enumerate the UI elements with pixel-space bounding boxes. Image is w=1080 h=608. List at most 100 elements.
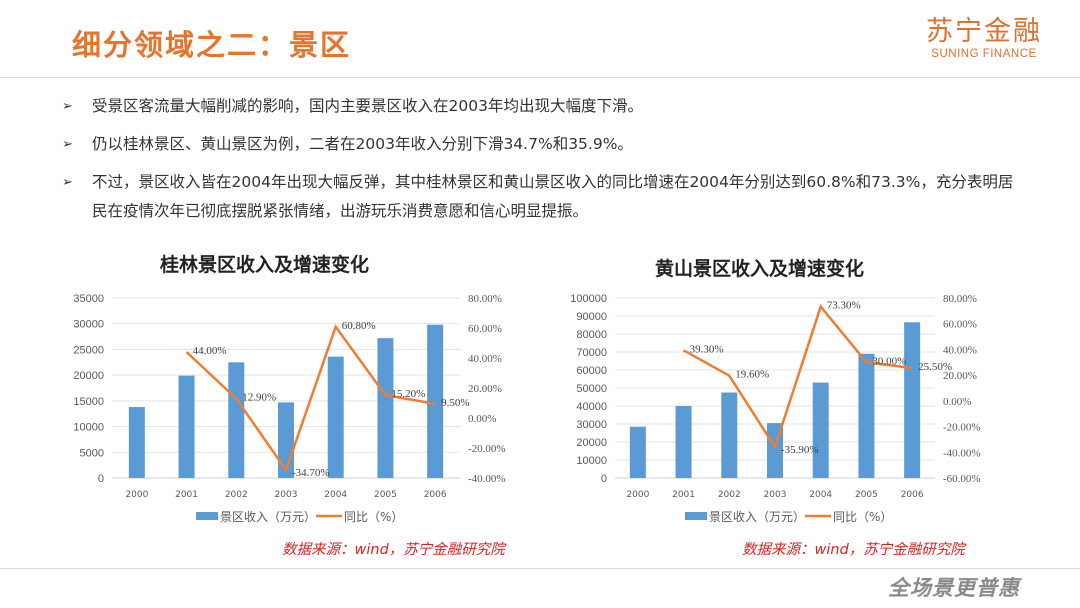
left-axis-tick: 25000 — [73, 344, 104, 356]
right-axis-tick: -40.00% — [468, 473, 506, 485]
chart-guilin: 0 5000 10000 15000 20000 25000 30000 35000 -40.0… — [73, 293, 506, 524]
logo-cn: 苏宁金融 — [926, 16, 1042, 47]
left-axis-tick: 70000 — [576, 347, 607, 359]
data-label: -35.90% — [781, 444, 819, 456]
data-label: 60.80% — [342, 320, 376, 332]
left-axis-tick: 40000 — [576, 401, 607, 413]
x-axis-tick: 2000 — [626, 490, 649, 500]
bar — [675, 406, 692, 478]
data-label: 25.50% — [918, 361, 952, 373]
chart-huangshan: 0 10000 20000 30000 40000 50000 60000 70000 8000… — [570, 293, 981, 524]
growth-line — [185, 324, 436, 473]
arrow-right-icon: ➢ — [62, 137, 73, 152]
x-axis-tick: 2006 — [424, 490, 447, 500]
bar — [629, 426, 646, 478]
right-axis-tick: 20.00% — [468, 383, 502, 395]
left-axis-tick: 10000 — [576, 455, 607, 467]
left-axis-tick: 20000 — [73, 370, 104, 382]
x-axis-tick: 2003 — [764, 490, 787, 500]
x-axis-tick: 2004 — [324, 490, 347, 500]
right-axis-tick: -60.00% — [943, 473, 981, 485]
data-label: 12.90% — [242, 392, 276, 404]
left-axis-tick: 50000 — [576, 383, 607, 395]
bullet-text: 仍以桂林景区、黄山景区为例，二者在2003年收入分别下滑34.7%和35.9%。 — [92, 135, 633, 153]
left-axis-tick: 100000 — [570, 293, 607, 305]
bullet-item: ➢ 受景区客流量大幅削减的影响，国内主要景区收入在2003年均出现大幅度下滑。 — [62, 92, 1022, 121]
left-axis-tick: 80000 — [576, 329, 607, 341]
x-axis-tick: 2006 — [901, 490, 924, 500]
suning-finance-logo: 苏宁金融 SUNING FINANCE — [926, 16, 1042, 60]
bar — [327, 356, 344, 478]
chart-title-guilin: 桂林景区收入及增速变化 — [160, 254, 370, 276]
data-label: 30.00% — [872, 355, 906, 367]
bar — [178, 375, 195, 478]
page-title: 细分领域之二：景区 — [72, 28, 352, 62]
right-axis-tick: 0.00% — [943, 396, 971, 408]
logo-en: SUNING FINANCE — [931, 48, 1037, 60]
x-axis-tick: 2005 — [855, 490, 878, 500]
data-label: 39.30% — [690, 343, 724, 355]
footer-divider — [0, 568, 1080, 569]
data-label: 9.50% — [441, 397, 469, 409]
bar — [228, 362, 245, 478]
right-axis-tick: 20.00% — [943, 370, 977, 382]
right-axis-tick: -20.00% — [943, 422, 981, 434]
bar — [427, 324, 444, 478]
right-axis-tick: 60.00% — [943, 319, 977, 331]
arrow-right-icon: ➢ — [62, 99, 73, 114]
legend-line-label: 同比（%） — [344, 510, 403, 524]
chart-title-huangshan: 黄山景区收入及增速变化 — [655, 258, 865, 280]
bullet-item: ➢ 仍以桂林景区、黄山景区为例，二者在2003年收入分别下滑34.7%和35.9%… — [62, 130, 1022, 159]
data-label: 73.30% — [827, 300, 861, 312]
data-label: 44.00% — [193, 345, 227, 357]
bar — [858, 353, 875, 478]
right-axis-tick: 40.00% — [468, 353, 502, 365]
right-axis-tick: 0.00% — [468, 413, 496, 425]
left-axis-tick: 30000 — [73, 319, 104, 331]
legend-bar-swatch — [196, 512, 218, 520]
data-label: 19.60% — [735, 369, 769, 381]
left-axis-tick: 30000 — [576, 419, 607, 431]
legend-line-label: 同比（%） — [833, 510, 892, 524]
bullet-item: ➢ 不过，景区收入皆在2004年出现大幅反弹，其中桂林景区和黄山景区收入的同比增速… — [62, 168, 1022, 226]
left-axis-tick: 5000 — [80, 447, 104, 459]
bar — [721, 392, 738, 478]
right-axis-tick: 80.00% — [943, 293, 977, 305]
left-axis-tick: 0 — [98, 473, 104, 485]
data-label: -34.70% — [292, 467, 330, 479]
bullet-list: ➢ 受景区客流量大幅削减的影响，国内主要景区收入在2003年均出现大幅度下滑。 ➢… — [62, 92, 1022, 235]
x-axis-tick: 2000 — [125, 490, 148, 500]
bar — [812, 382, 829, 478]
right-axis-tick: 40.00% — [943, 344, 977, 356]
x-axis-tick: 2002 — [718, 490, 741, 500]
bullet-text: 不过，景区收入皆在2004年出现大幅反弹，其中桂林景区和黄山景区收入的同比增速在… — [92, 173, 1014, 220]
growth-line — [682, 304, 913, 450]
x-axis-tick: 2005 — [374, 490, 397, 500]
left-axis-tick: 0 — [601, 473, 607, 485]
bullet-text: 受景区客流量大幅削减的影响，国内主要景区收入在2003年均出现大幅度下滑。 — [92, 97, 643, 115]
x-axis-tick: 2001 — [672, 490, 695, 500]
right-axis-tick: 60.00% — [468, 323, 502, 335]
x-axis-tick: 2003 — [275, 490, 298, 500]
slogan-logo: 全场景更普惠 — [888, 576, 1020, 600]
right-axis-tick: 80.00% — [468, 293, 502, 305]
right-axis-tick: -40.00% — [943, 447, 981, 459]
x-axis-tick: 2002 — [225, 490, 248, 500]
bar — [904, 322, 921, 478]
right-axis-tick: -20.00% — [468, 443, 506, 455]
left-axis-tick: 20000 — [576, 437, 607, 449]
left-axis-tick: 10000 — [73, 422, 104, 434]
arrow-right-icon: ➢ — [62, 175, 73, 190]
x-axis-tick: 2004 — [809, 490, 832, 500]
left-axis-tick: 35000 — [73, 293, 104, 305]
bar — [128, 407, 145, 478]
legend-bar-swatch — [685, 512, 707, 520]
x-axis-tick: 2001 — [175, 490, 198, 500]
header-divider — [0, 77, 1080, 78]
left-axis-tick: 90000 — [576, 311, 607, 323]
legend-bar-label: 景区收入（万元） — [709, 510, 805, 524]
data-source-guilin: 数据来源：wind，苏宁金融研究院 — [282, 542, 505, 558]
bar — [377, 338, 394, 478]
data-label: 15.20% — [391, 388, 425, 400]
legend-bar-label: 景区收入（万元） — [220, 510, 316, 524]
